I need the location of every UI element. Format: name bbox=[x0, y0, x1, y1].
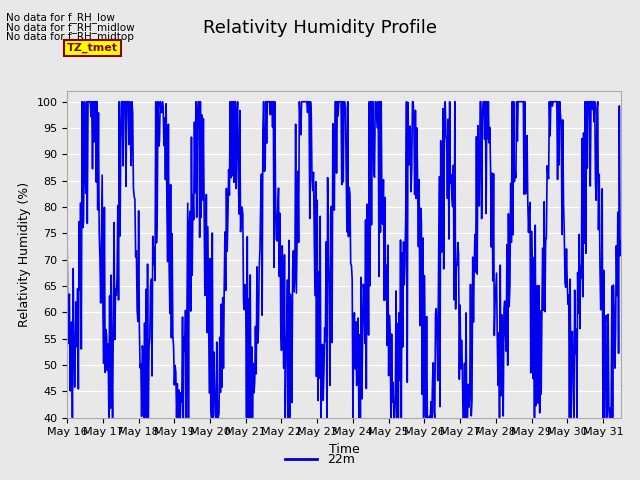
Legend: 22m: 22m bbox=[280, 448, 360, 471]
X-axis label: Time: Time bbox=[328, 443, 360, 456]
Y-axis label: Relativity Humidity (%): Relativity Humidity (%) bbox=[18, 182, 31, 327]
Text: TZ_tmet: TZ_tmet bbox=[67, 43, 118, 53]
Text: Relativity Humidity Profile: Relativity Humidity Profile bbox=[203, 19, 437, 37]
Text: No data for f_RH_midtop: No data for f_RH_midtop bbox=[6, 31, 134, 42]
Text: No data for f_RH_low: No data for f_RH_low bbox=[6, 12, 115, 23]
Text: No data for f_RH_midlow: No data for f_RH_midlow bbox=[6, 22, 135, 33]
